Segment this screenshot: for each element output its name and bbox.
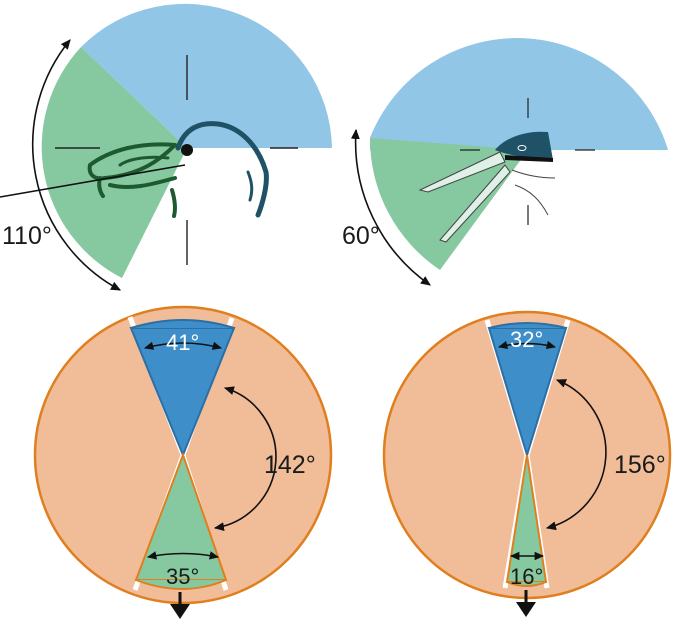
double-arrow-icon <box>31 39 121 291</box>
double-arrow-icon <box>545 379 607 531</box>
bottom-right-panel: 32° 156° 16° <box>382 310 672 617</box>
top-right-panel: 60° <box>342 38 668 286</box>
bottom-left-panel: 41° 142° 35° <box>33 305 333 619</box>
bird-head-icon <box>175 121 269 218</box>
double-arrow-icon <box>497 340 557 350</box>
double-arrow-icon <box>146 551 220 560</box>
side-angle-label-left: 142° <box>264 451 316 479</box>
bottom-angle-label-left: 35° <box>166 564 199 589</box>
top-angle-label-left: 41° <box>166 330 199 355</box>
top-left-panel: 110° <box>0 3 332 291</box>
angle-label-60: 60° <box>342 222 380 250</box>
angle-label-110: 110° <box>2 222 52 250</box>
bottom-angle-label-right: 16° <box>510 564 543 589</box>
double-arrow-icon <box>213 386 277 532</box>
down-arrow-icon <box>170 592 190 619</box>
blue-field-sector-top-left <box>81 3 332 148</box>
crosshair-top-right <box>460 98 595 225</box>
side-angle-label-right: 156° <box>614 451 666 479</box>
double-arrow-icon <box>350 128 431 286</box>
down-arrow-icon <box>516 590 536 617</box>
double-arrow-icon <box>143 341 223 350</box>
top-angle-label-right: 32° <box>510 327 543 352</box>
blue-field-cap-top-right <box>370 38 668 150</box>
bird-head-icon <box>418 131 556 243</box>
